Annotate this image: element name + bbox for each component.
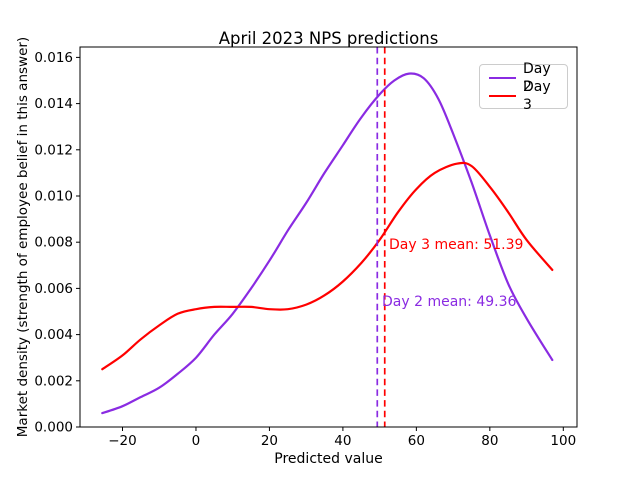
curve-day-3 (101, 161, 554, 371)
x-tick-label: 60 (408, 433, 425, 449)
y-tick-label: 0.016 (34, 50, 73, 66)
y-tick-label: 0.002 (34, 373, 73, 389)
annotation-day2-mean: Day 2 mean: 49.36 (382, 294, 517, 310)
y-tick-label: 0.000 (34, 420, 73, 436)
y-tick-label: 0.006 (34, 281, 73, 297)
legend-item-day2: Day 2 (489, 61, 560, 95)
x-tick-label: −20 (108, 433, 137, 449)
y-tick-label: 0.012 (34, 142, 73, 158)
curve-day-2 (101, 72, 554, 415)
x-axis-label: Predicted value (274, 451, 383, 467)
y-tick-label: 0.014 (34, 96, 73, 112)
legend-label-day3: Day 3 (523, 79, 551, 113)
legend: Day 2 Day 3 (479, 61, 568, 113)
x-tick-label: 20 (261, 433, 278, 449)
x-tick-label: 40 (334, 433, 351, 449)
legend-item-day3: Day 3 (489, 79, 560, 113)
axes-spines (79, 46, 578, 428)
annotation-day3-mean: Day 3 mean: 51.39 (389, 237, 524, 253)
y-tick-label: 0.008 (34, 235, 73, 251)
x-tick-label: 100 (550, 433, 576, 449)
day3-line-sample (489, 95, 516, 97)
x-tick-label: 0 (192, 433, 201, 449)
x-tick-label: 80 (481, 433, 498, 449)
chart-title: April 2023 NPS predictions (218, 29, 439, 48)
day2-line-sample (489, 77, 516, 79)
legend-label-day2: Day 2 (523, 61, 551, 95)
y-axis-label: Market density (strength of employee bel… (15, 36, 31, 438)
y-tick-label: 0.004 (34, 327, 73, 343)
y-tick-label: 0.010 (34, 188, 73, 204)
